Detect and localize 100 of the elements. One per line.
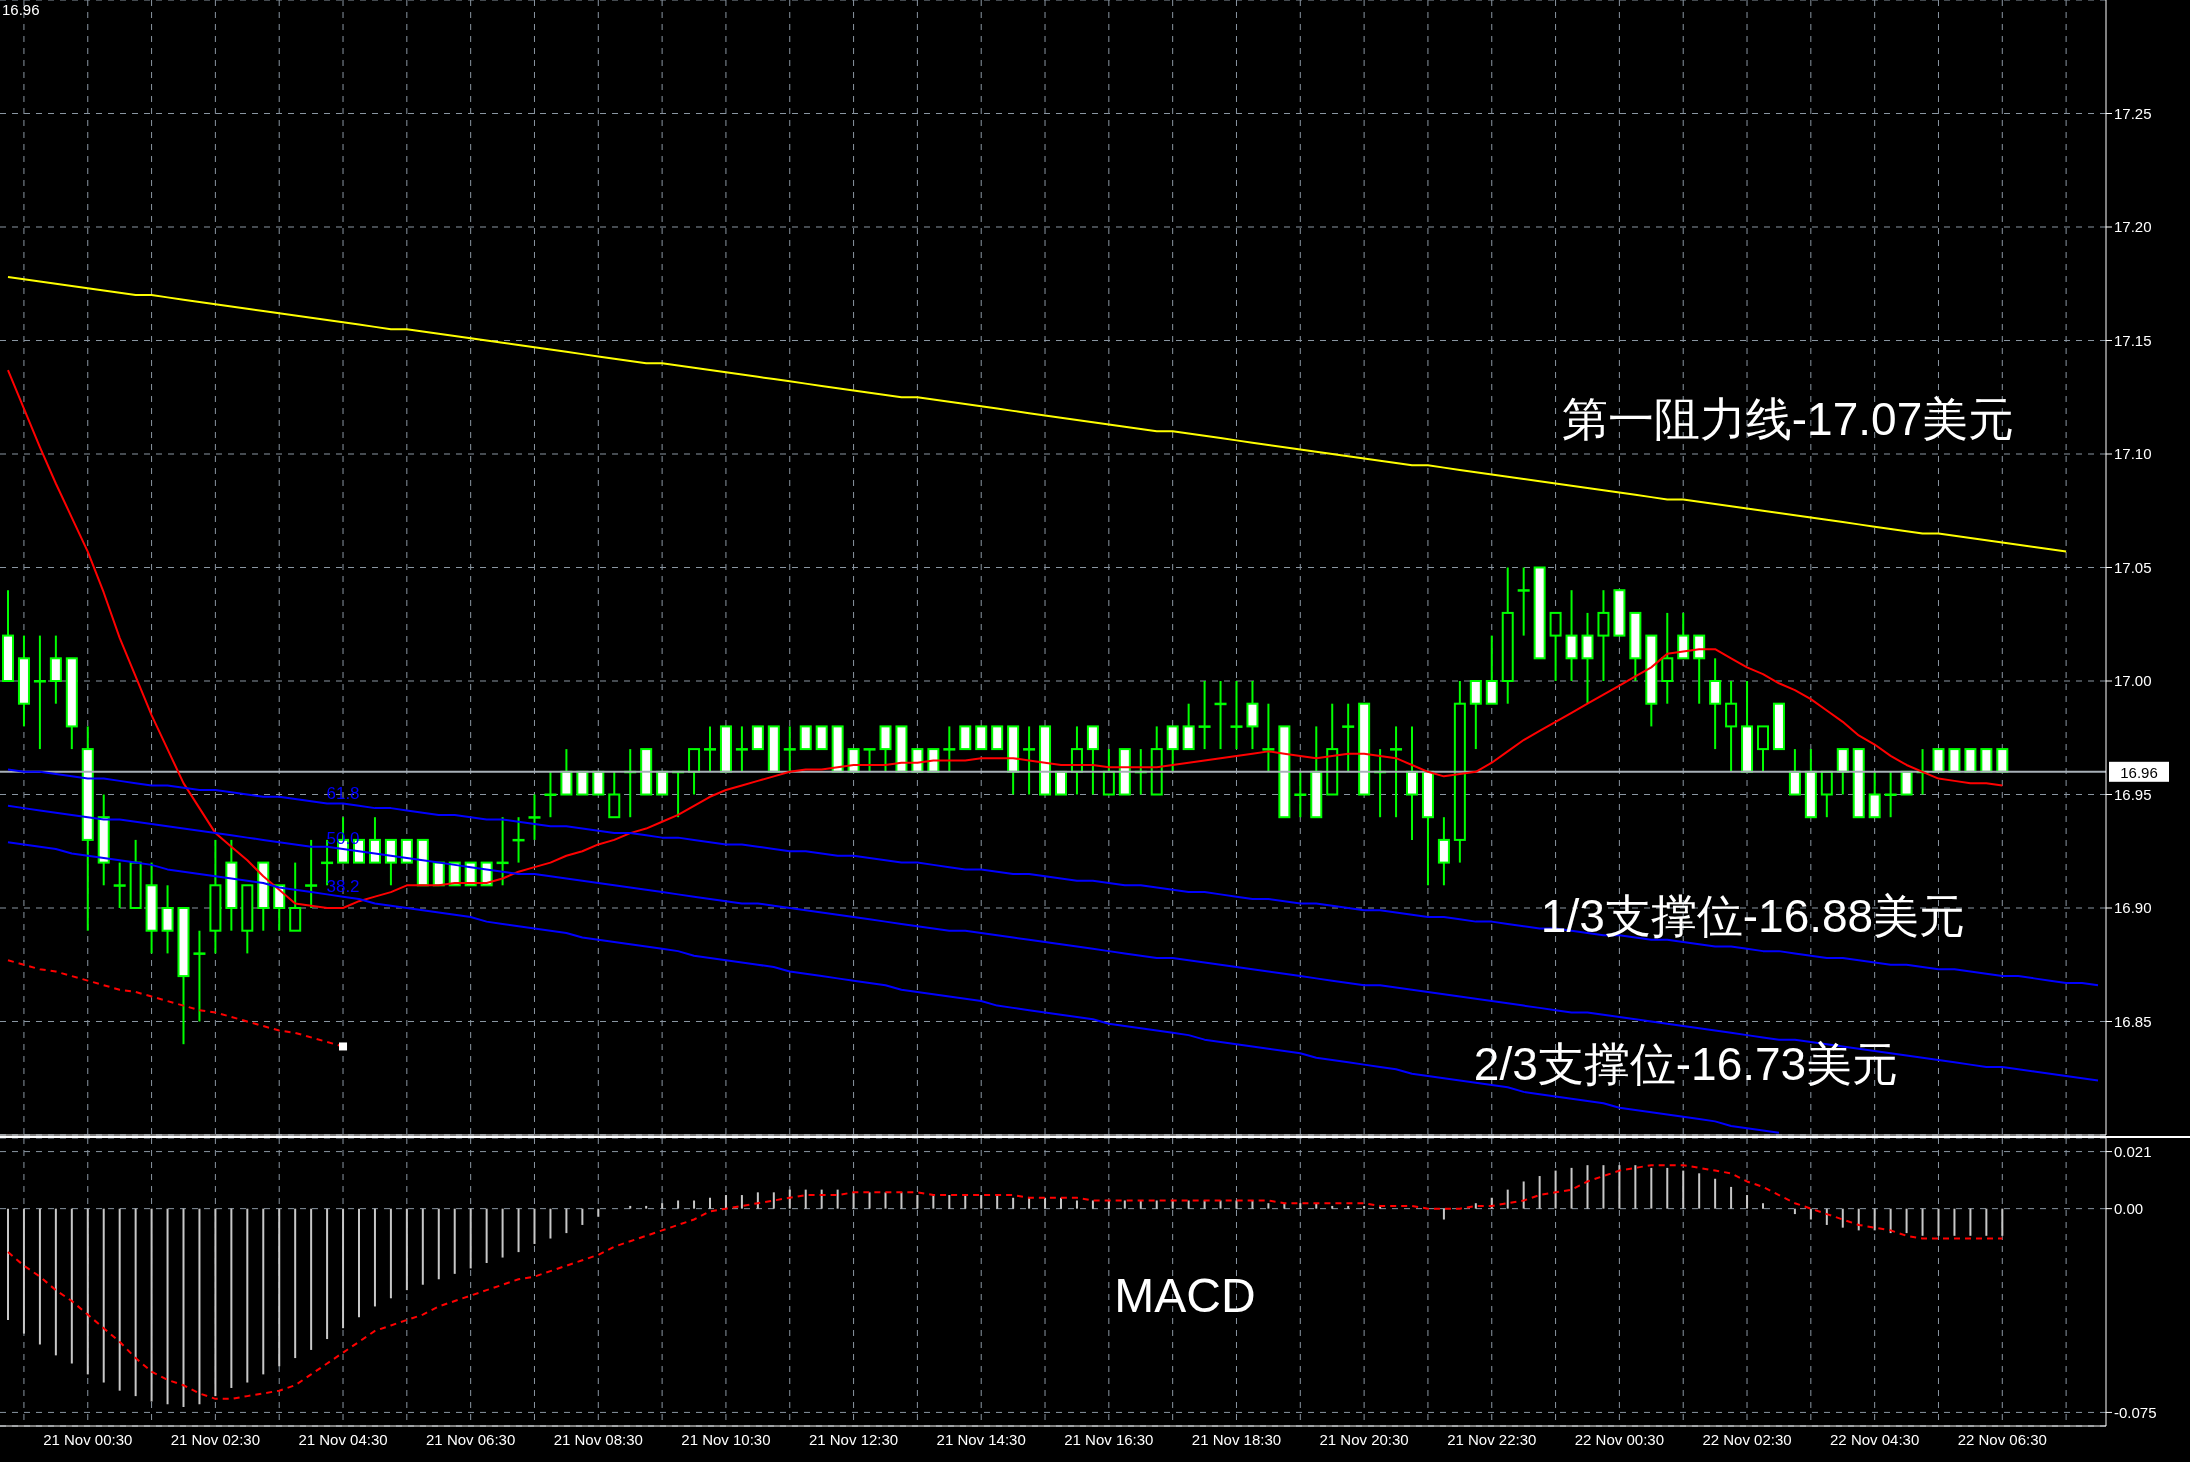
bar — [54, 1208, 57, 1356]
annotation: 1/3支撑位-16.88美元 — [1540, 889, 1966, 942]
candlestick — [368, 816, 381, 864]
bar — [150, 1208, 153, 1402]
bar — [1123, 1200, 1126, 1209]
y-tick-label: -0.075 — [2114, 1403, 2157, 1421]
candlestick — [193, 929, 206, 1023]
bar — [501, 1208, 504, 1258]
bar — [182, 1208, 185, 1407]
candlestick — [1469, 680, 1482, 751]
bar — [709, 1197, 711, 1209]
candlestick — [1166, 725, 1179, 773]
bar — [1985, 1208, 1988, 1236]
bar — [597, 1208, 600, 1217]
x-tick-label: 21 Nov 20:30 — [1319, 1430, 1409, 1448]
bar — [996, 1195, 999, 1209]
bar — [7, 1208, 9, 1321]
x-tick-label: 22 Nov 04:30 — [1830, 1430, 1920, 1448]
bar — [677, 1200, 680, 1209]
bar — [868, 1192, 871, 1209]
bar — [1793, 1208, 1796, 1215]
x-tick-label: 21 Nov 02:30 — [170, 1430, 260, 1448]
bar — [214, 1208, 217, 1397]
series-label: 61.8 — [326, 783, 360, 803]
bar — [342, 1208, 345, 1329]
candlestick — [863, 748, 876, 773]
bar — [1682, 1170, 1685, 1209]
bar — [1506, 1189, 1509, 1209]
bar — [836, 1189, 839, 1209]
bar — [70, 1208, 73, 1364]
annotation: MACD — [1114, 1268, 1256, 1323]
bar — [262, 1208, 265, 1375]
bar — [453, 1208, 456, 1274]
bar — [437, 1208, 440, 1280]
bar — [980, 1195, 983, 1209]
candlestick — [943, 725, 956, 773]
y-tick-label: 0.021 — [2114, 1142, 2152, 1160]
bar — [661, 1203, 664, 1209]
y-tick-label: 17.05 — [2114, 558, 2152, 576]
x-tick-label: 21 Nov 22:30 — [1447, 1430, 1537, 1448]
bar — [358, 1208, 360, 1318]
candlestick — [1884, 770, 1897, 819]
bar — [964, 1195, 967, 1209]
x-tick-label: 21 Nov 12:30 — [808, 1430, 899, 1448]
bar — [1442, 1208, 1445, 1220]
bar — [485, 1208, 488, 1263]
bar — [1044, 1197, 1047, 1209]
candlestick — [161, 884, 174, 955]
x-tick-label: 22 Nov 06:30 — [1957, 1430, 2047, 1448]
bar — [1347, 1205, 1350, 1209]
candlestick — [528, 793, 541, 841]
bar — [1586, 1165, 1589, 1209]
bar — [166, 1208, 169, 1405]
bar — [852, 1192, 855, 1209]
line-series — [6, 768, 2100, 987]
candlestick — [1086, 725, 1099, 796]
bar — [405, 1208, 408, 1291]
bar — [1538, 1176, 1541, 1209]
bar — [1012, 1197, 1015, 1209]
bar — [1522, 1181, 1525, 1209]
candlestick — [113, 861, 126, 909]
bar — [1075, 1200, 1078, 1209]
bar — [38, 1208, 41, 1345]
candlestick — [991, 725, 1004, 751]
candlestick — [1023, 725, 1036, 796]
bar — [1666, 1167, 1669, 1209]
annotation: 16.96 — [2, 1, 40, 19]
y-tick-label: 17.25 — [2114, 104, 2152, 122]
bar — [246, 1208, 249, 1383]
candlestick — [959, 725, 972, 751]
bar — [1921, 1208, 1924, 1236]
candlestick — [1406, 725, 1418, 841]
bar — [693, 1200, 696, 1209]
x-tick-label: 21 Nov 16:30 — [1064, 1430, 1154, 1448]
series-label: 38.2 — [326, 876, 360, 896]
bar — [804, 1189, 807, 1209]
y-tick-label: 16.95 — [2114, 785, 2152, 803]
bar — [22, 1208, 25, 1334]
candlestick — [815, 725, 828, 751]
candlestick — [1485, 634, 1498, 705]
candlestick — [1437, 816, 1450, 887]
bar — [1091, 1200, 1094, 1209]
candlestick — [1565, 589, 1578, 682]
bar — [1570, 1167, 1573, 1209]
candlestick — [1677, 611, 1690, 660]
bar — [1730, 1186, 1733, 1209]
bar — [565, 1208, 568, 1234]
y-tick-label: 17.00 — [2114, 672, 2152, 690]
candlestick — [305, 838, 318, 909]
bar — [1634, 1165, 1637, 1209]
candlestick — [1709, 657, 1722, 751]
line-series — [6, 275, 2068, 553]
bar — [294, 1208, 297, 1359]
x-tick-label: 21 Nov 04:30 — [298, 1430, 388, 1448]
candlestick — [1182, 702, 1195, 751]
annotation: 第一阻力线-17.07美元 — [1561, 392, 2015, 445]
bar — [1746, 1195, 1749, 1209]
bar — [1060, 1197, 1062, 1209]
bar — [772, 1192, 775, 1209]
y-tick-label: 17.15 — [2114, 331, 2152, 349]
